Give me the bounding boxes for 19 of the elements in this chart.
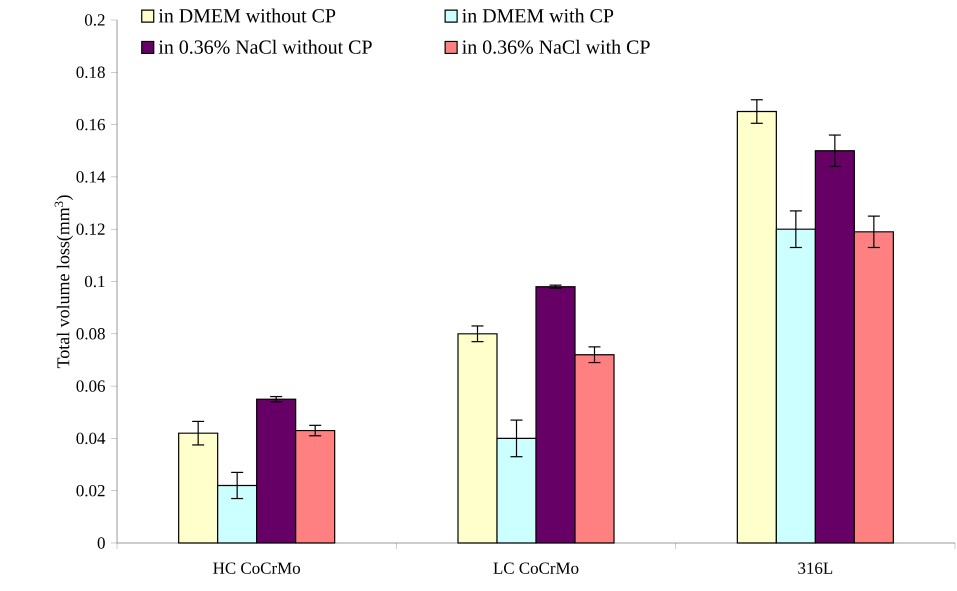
y-tick-label: 0.12	[76, 223, 105, 235]
y-tick-label: 0.02	[76, 484, 105, 496]
legend-label: in DMEM without CP	[158, 8, 336, 22]
y-tick-label: 0.04	[76, 432, 106, 444]
y-axis-title: Total volume loss(mm$^{3}$)	[54, 195, 73, 368]
x-tick-label: 316L	[798, 562, 832, 574]
y-tick-label: 0.08	[76, 328, 105, 340]
y-tick-label: 0.2	[84, 14, 105, 26]
y-tick-label: 0.18	[76, 66, 105, 78]
y-tick-label: 0.06	[76, 380, 105, 392]
y-tick-label: 0.14	[76, 171, 106, 183]
legend-label: in DMEM with CP	[462, 8, 614, 22]
x-tick-label: HC CoCrMo	[213, 562, 300, 574]
x-tick-label: LC CoCrMo	[493, 562, 578, 574]
y-tick-label: 0.16	[76, 118, 105, 130]
legend-label: in 0.36% NaCl without CP	[158, 40, 372, 54]
y-tick-label: 0	[98, 537, 105, 549]
legend-label: in 0.36% NaCl with CP	[462, 40, 650, 54]
y-tick-label: 0.1	[84, 276, 104, 288]
